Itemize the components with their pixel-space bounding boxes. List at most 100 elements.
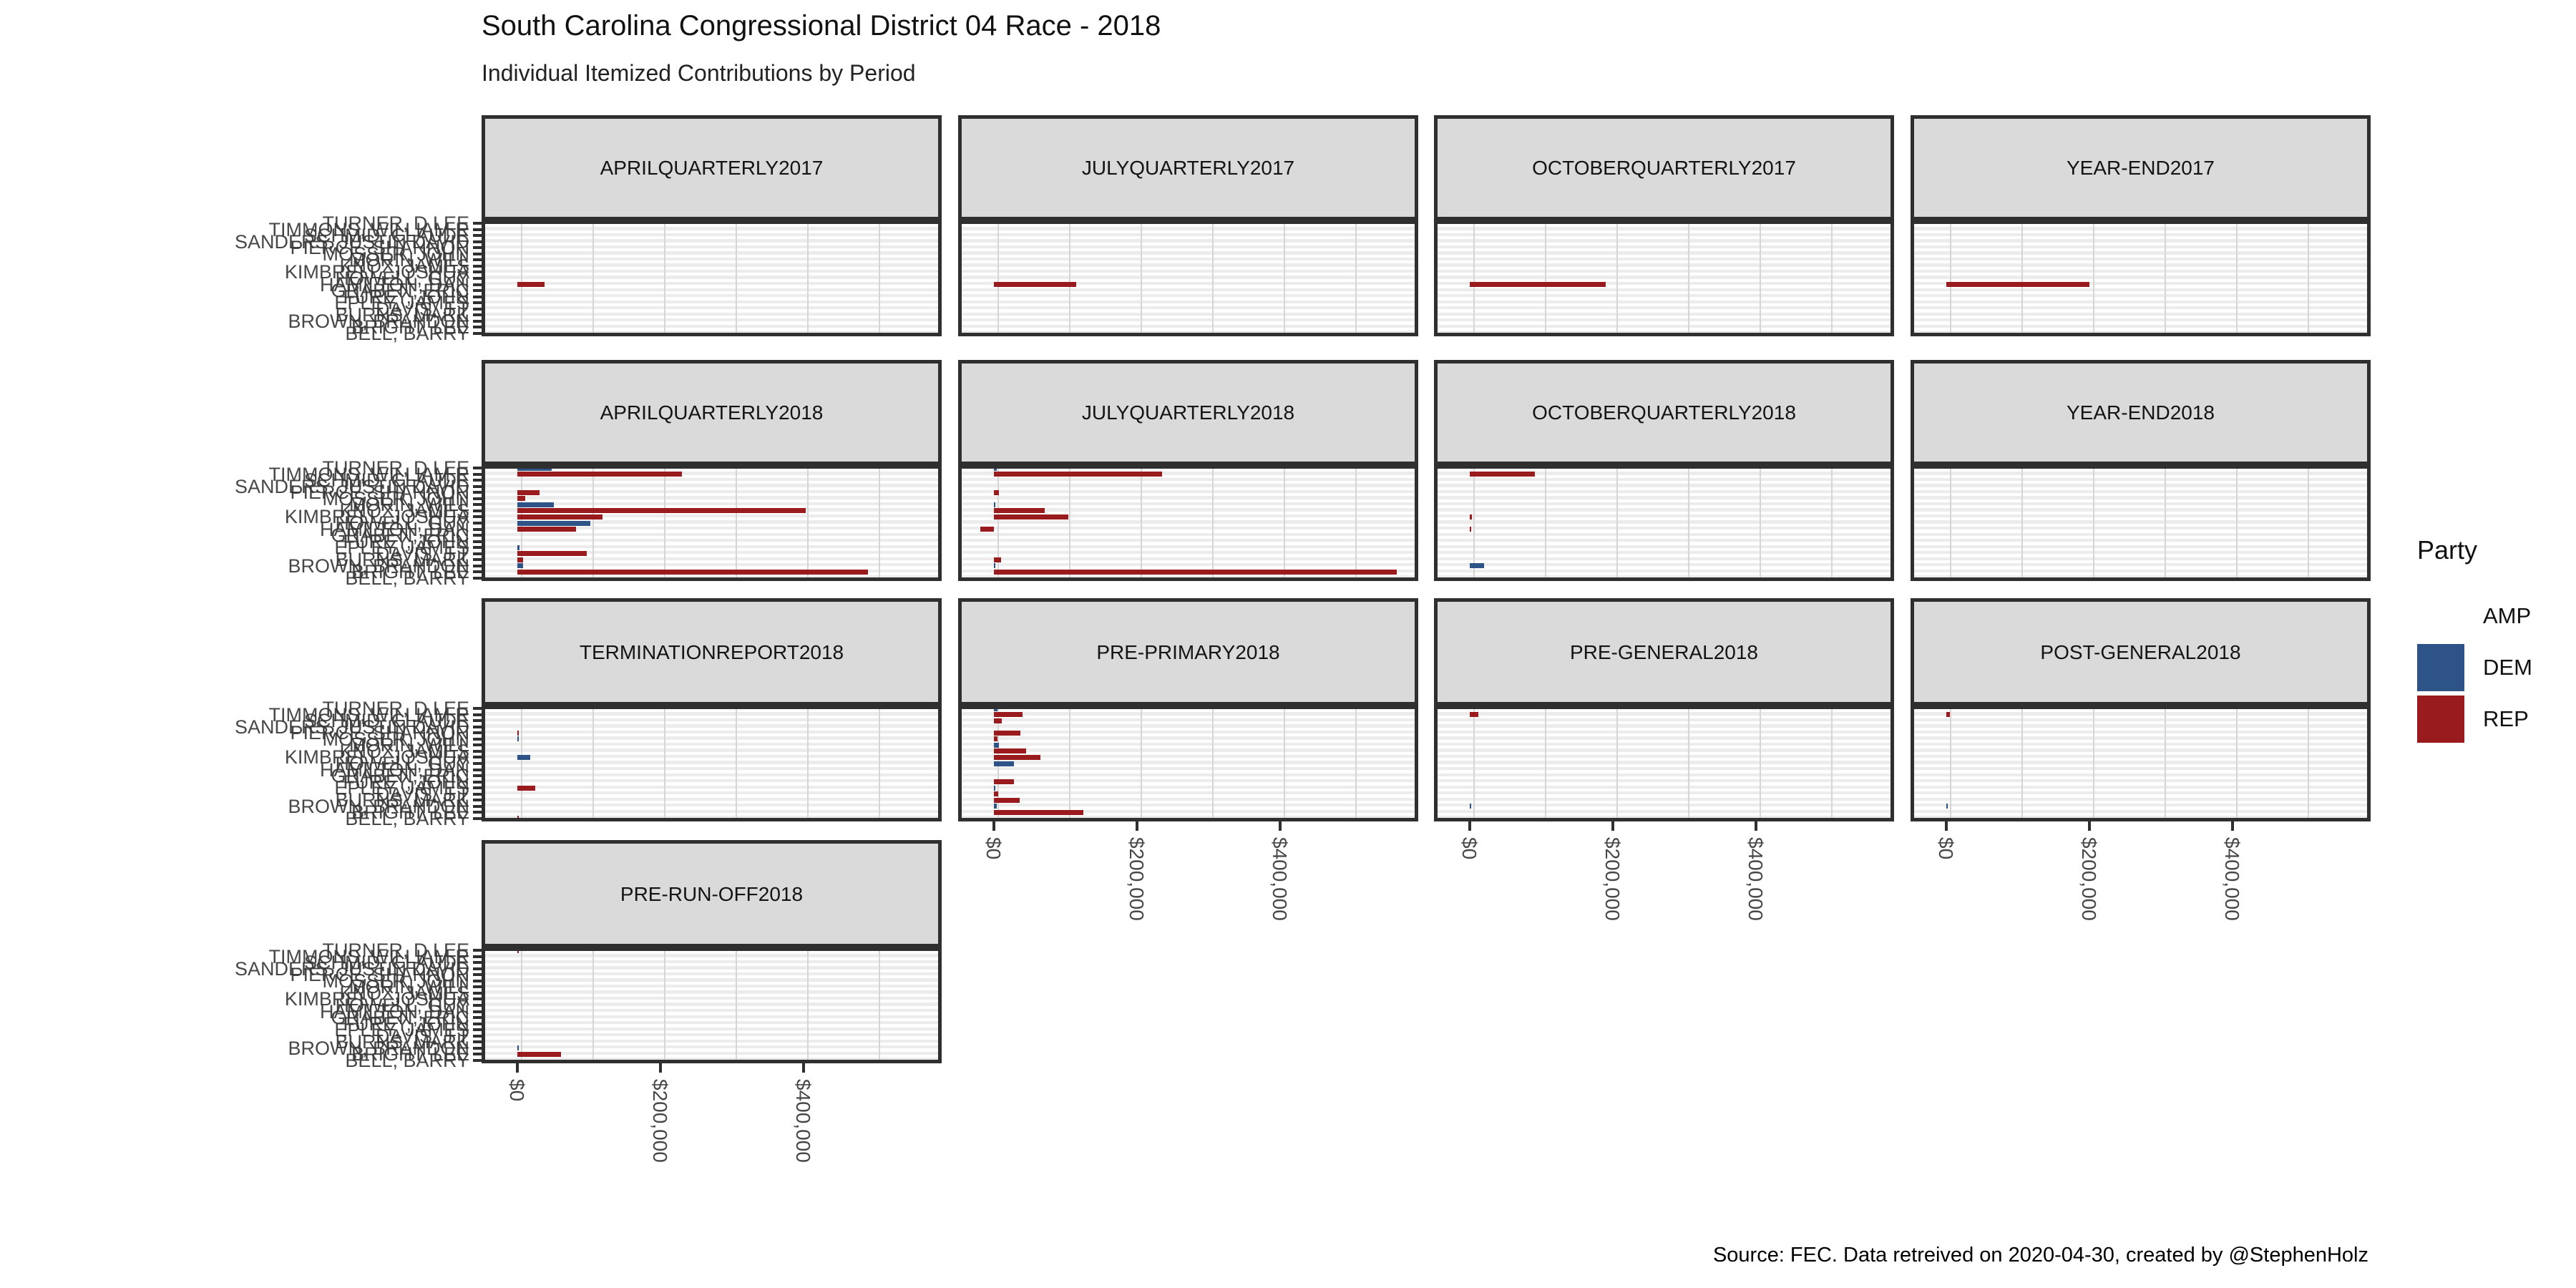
panel-stripe — [1914, 511, 2367, 514]
panel-stripe — [485, 472, 938, 475]
bar-rep — [994, 809, 1083, 815]
panel-stripe — [485, 266, 938, 270]
panel-stripe — [485, 254, 938, 258]
bar-rep — [517, 551, 587, 557]
facet-strip: POST-GENERAL 2018 — [1911, 598, 2371, 706]
y-axis-label: HOWELL, GUY — [335, 753, 469, 774]
y-axis-label: SANDERS, JUSTIN DAVID — [234, 716, 469, 738]
panel-stripe — [1914, 245, 2367, 249]
panel-stripe — [1914, 709, 2367, 713]
y-axis-tick — [473, 497, 484, 500]
gridline — [664, 469, 665, 577]
panel-stripe — [1914, 248, 2367, 252]
panel-stripe — [485, 712, 938, 716]
panel-stripe — [1438, 532, 1890, 536]
panel-stripe — [1914, 819, 2367, 821]
panel-stripe — [485, 230, 938, 233]
panel-stripe — [1438, 273, 1890, 276]
panel-stripe — [962, 487, 1415, 490]
panel-stripe — [1438, 297, 1890, 301]
gridline — [1616, 469, 1618, 577]
panel-stripe — [1914, 758, 2367, 761]
panel-stripe — [485, 560, 938, 564]
y-axis-label: MOSSER, JOHN — [322, 728, 469, 750]
y-axis-label: BELL, BARRY — [345, 322, 469, 344]
panel-stripe — [1914, 804, 2367, 807]
panel-stripe — [962, 730, 1415, 734]
panel-stripe — [1914, 779, 2367, 783]
panel-stripe — [962, 578, 1415, 581]
gridline — [592, 469, 594, 577]
y-axis-tick — [473, 283, 484, 286]
y-axis-tick — [473, 1040, 484, 1044]
panel-stripe — [962, 472, 1415, 475]
y-axis-tick — [473, 973, 484, 977]
bar-rep — [994, 791, 998, 797]
gridline — [592, 951, 594, 1060]
bar-rep — [994, 779, 1014, 785]
y-axis-label: PIERCE, SHANNON — [290, 722, 469, 744]
panel-stripe — [1914, 300, 2367, 303]
panel-stripe — [485, 535, 938, 540]
y-axis-tick — [473, 484, 484, 488]
gridline — [1212, 469, 1214, 577]
y-axis-tick — [473, 252, 484, 255]
panel-stripe — [485, 724, 938, 728]
y-axis-tick — [473, 289, 484, 293]
y-axis-label: KNOX, JAMES — [339, 740, 469, 762]
panel-stripe — [1914, 269, 2367, 273]
panel-stripe — [485, 763, 938, 767]
gridline — [807, 469, 809, 577]
bar-rep — [994, 718, 1002, 723]
facet-strip: YEAR-END 2018 — [1911, 360, 2371, 465]
facet-panel — [958, 220, 1418, 336]
y-axis-tick — [473, 258, 484, 262]
y-axis-tick — [473, 997, 484, 1001]
bar-rep — [994, 472, 1162, 477]
y-axis-label: HAMILTON, DAN — [319, 758, 469, 781]
facet-strip-label: 2017 — [779, 157, 824, 179]
panel-stripe — [485, 233, 938, 237]
panel-stripe — [1914, 763, 2367, 767]
gridline — [1545, 224, 1546, 333]
panel-stripe — [1438, 785, 1890, 789]
y-axis-tick — [473, 743, 484, 747]
bar-rep — [517, 472, 682, 477]
gridline — [807, 709, 809, 818]
panel-stripe — [1914, 303, 2367, 307]
panel-stripe — [1438, 318, 1890, 322]
y-axis-tick — [473, 509, 484, 512]
panel-stripe — [1438, 742, 1890, 746]
y-axis-label: SCHMID, CLAUDE — [303, 952, 469, 974]
panel-stripe — [485, 309, 938, 313]
panel-stripe — [485, 1060, 938, 1063]
y-axis-tick — [473, 1028, 484, 1032]
panel-stripe — [962, 260, 1415, 264]
panel-stripe — [962, 758, 1415, 761]
panel-stripe — [485, 288, 938, 291]
panel-stripe — [1438, 260, 1890, 264]
panel-stripe — [1914, 242, 2367, 245]
facet-strip-label: OCTOBER — [1532, 157, 1631, 179]
panel-stripe — [485, 539, 938, 542]
panel-stripe — [485, 812, 938, 816]
x-axis-tick — [1611, 821, 1614, 831]
bar-dem — [994, 785, 995, 791]
panel-stripe — [485, 291, 938, 295]
panel-stripe — [1438, 770, 1890, 774]
gridline — [1284, 709, 1285, 818]
bar-rep — [517, 514, 602, 519]
panel-stripe — [962, 303, 1415, 307]
y-axis-tick — [473, 522, 484, 525]
bar-rep — [517, 508, 806, 514]
bar-rep — [994, 569, 1397, 575]
panel-stripe — [485, 751, 938, 755]
panel-stripe — [1914, 800, 2367, 804]
y-axis-tick — [473, 331, 484, 335]
panel-stripe — [485, 331, 938, 333]
gridline — [1212, 224, 1214, 333]
facet-strip-label: 2018 — [779, 401, 824, 424]
x-axis-label: $400,000 — [1745, 837, 1767, 921]
facet-strip-label: APRIL — [600, 401, 658, 424]
panel-stripe — [485, 315, 938, 319]
